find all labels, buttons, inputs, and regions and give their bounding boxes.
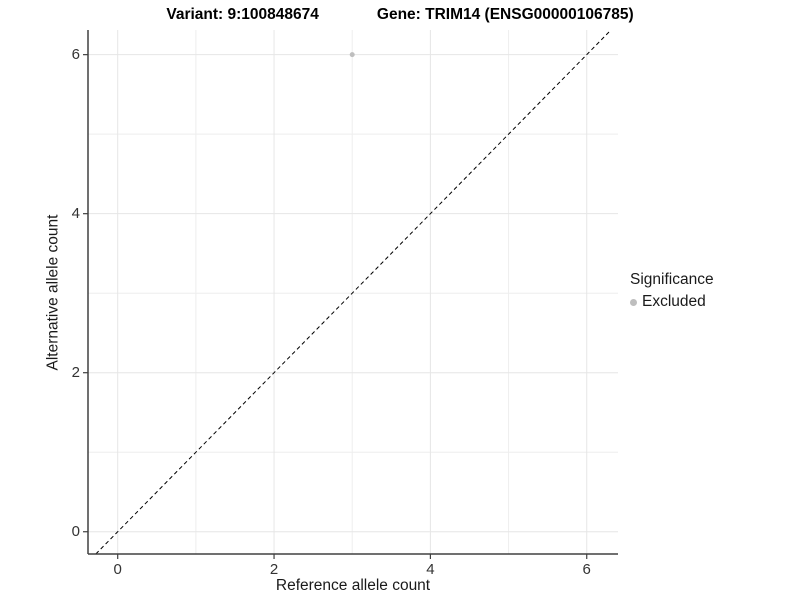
identity-line	[95, 29, 612, 555]
legend: Significance Excluded	[630, 271, 714, 311]
y-tick-label: 2	[71, 364, 80, 382]
plot-title: Variant: 9:100848674 Gene: TRIM14 (ENSG0…	[0, 6, 800, 24]
legend-point-icon	[630, 298, 637, 306]
x-axis-label: Reference allele count	[275, 577, 431, 594]
x-tick-label: 6	[582, 561, 591, 578]
x-tick-label: 4	[426, 561, 435, 578]
y-tick-label: 6	[71, 46, 80, 64]
x-tick-label: 2	[269, 561, 279, 578]
legend-title: Significance	[630, 271, 714, 288]
x-tick-label: 0	[113, 561, 122, 578]
y-tick-label: 4	[71, 205, 80, 223]
title-variant: Variant: 9:100848674	[166, 6, 319, 23]
y-tick-label: 0	[71, 523, 80, 541]
title-gene: Gene: TRIM14 (ENSG00000106785)	[376, 6, 634, 23]
data-point	[349, 52, 355, 58]
legend-entry-label: Excluded	[642, 293, 706, 310]
plot-panel	[83, 29, 618, 559]
legend-entry-excluded: Excluded	[630, 293, 714, 311]
y-axis-label: Alternative allele count	[44, 214, 62, 371]
